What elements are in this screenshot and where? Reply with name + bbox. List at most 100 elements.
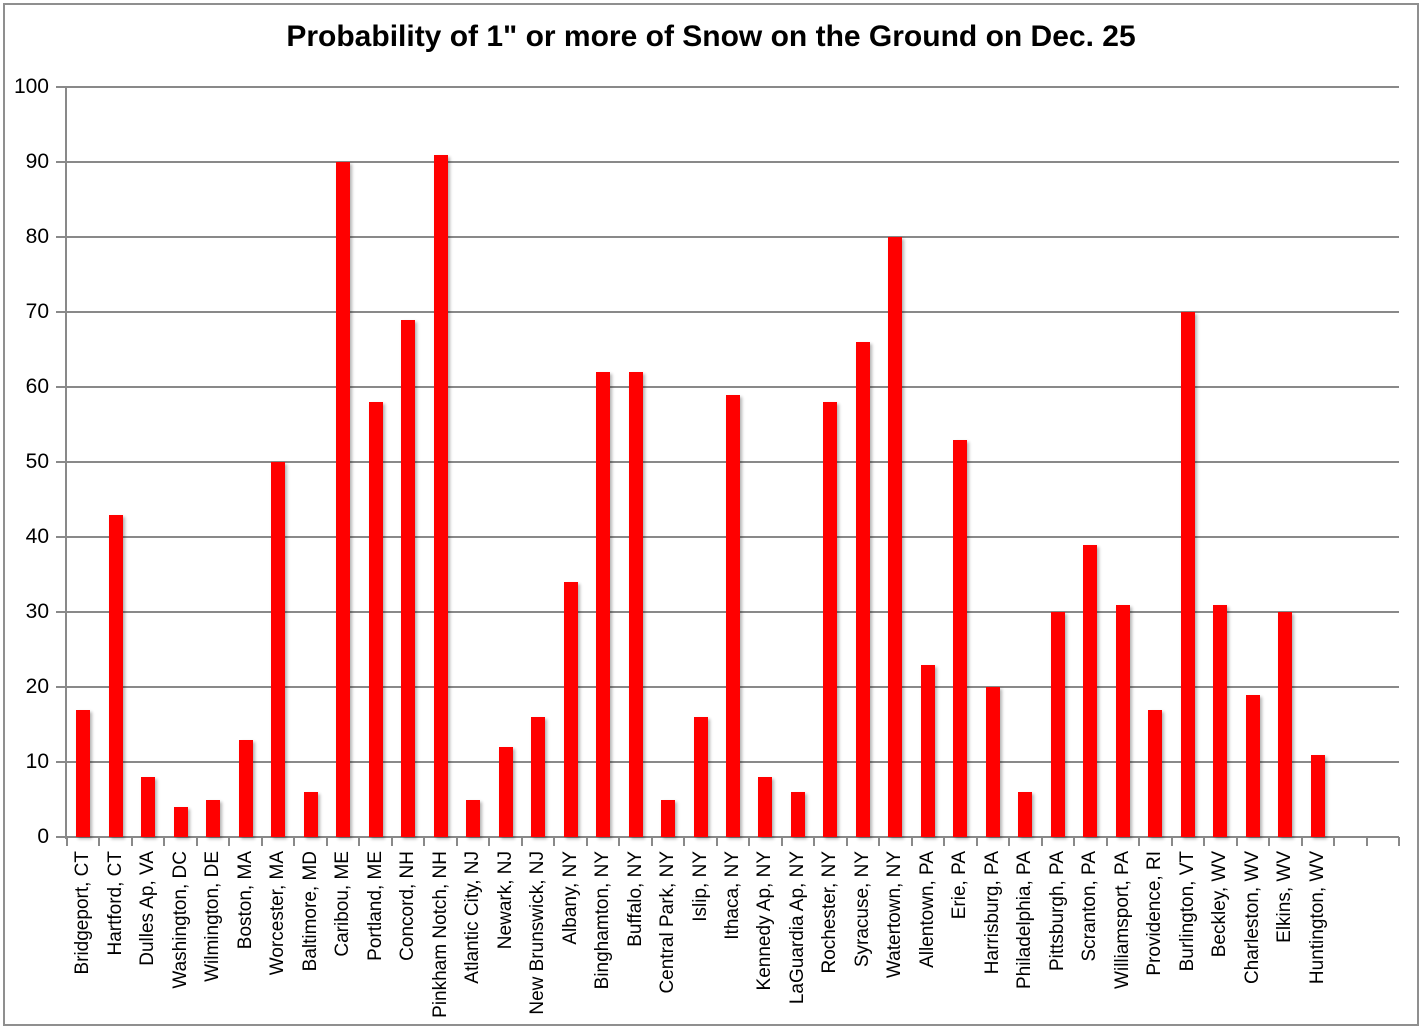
x-axis-tick xyxy=(260,837,263,846)
bar xyxy=(1148,709,1163,837)
x-axis-category-label: Providence, RI xyxy=(1144,851,1166,976)
x-axis-tick xyxy=(66,837,68,846)
bar xyxy=(466,799,481,837)
x-axis-tick xyxy=(683,837,686,846)
bar xyxy=(888,237,903,837)
bar xyxy=(823,402,838,837)
x-axis-category-label: Syracuse, NY xyxy=(851,851,873,968)
x-axis-category-label: Burlington, VT xyxy=(1176,851,1198,972)
bar xyxy=(1018,792,1033,837)
y-axis-tick xyxy=(56,161,67,163)
bar xyxy=(108,514,123,837)
y-axis-tick-label: 30 xyxy=(25,600,49,623)
x-axis-tick xyxy=(390,837,393,846)
y-axis-tick xyxy=(56,311,67,313)
x-axis-tick xyxy=(845,837,848,846)
y-axis-tick xyxy=(56,236,67,238)
x-axis-tick xyxy=(1138,837,1141,846)
bar xyxy=(531,717,546,837)
x-axis-tick xyxy=(1268,837,1271,846)
bar xyxy=(1245,694,1260,837)
y-gridline xyxy=(67,386,1399,388)
x-axis-tick xyxy=(910,837,913,846)
x-axis-category-label: Charleston, WV xyxy=(1241,851,1263,985)
y-axis-tick-label: 10 xyxy=(25,750,49,773)
bar xyxy=(596,372,611,837)
x-axis-category-label: New Brunswick, NJ xyxy=(527,851,549,1015)
bar xyxy=(920,664,935,837)
x-axis-tick xyxy=(423,837,426,846)
x-axis-tick xyxy=(488,837,491,846)
x-axis-category-label: Rochester, NY xyxy=(819,851,841,974)
x-axis-category-label: Harrisburg, PA xyxy=(981,851,1003,975)
x-axis-category-label: Huntington, WV xyxy=(1306,851,1328,985)
x-axis-tick xyxy=(1105,837,1108,846)
x-axis-tick xyxy=(878,837,881,846)
x-axis-tick xyxy=(780,837,783,846)
bar xyxy=(985,687,1000,837)
y-axis-tick xyxy=(56,611,67,613)
x-axis-tick xyxy=(1008,837,1011,846)
x-axis-tick xyxy=(1235,837,1238,846)
y-axis-tick-label: 60 xyxy=(25,375,49,398)
x-axis-tick xyxy=(130,837,133,846)
x-axis-category-label: Hartford, CT xyxy=(104,851,126,956)
x-axis-tick xyxy=(618,837,621,846)
x-axis-category-label: Pinkham Notch, NH xyxy=(429,851,451,1018)
x-axis-category-label: Wilmington, DE xyxy=(202,851,224,982)
x-axis-category-label: Caribou, ME xyxy=(332,851,354,957)
x-axis-tick xyxy=(585,837,588,846)
bar xyxy=(238,739,253,837)
bar xyxy=(206,799,221,837)
y-gridline xyxy=(67,236,1399,238)
x-axis-tick xyxy=(1203,837,1206,846)
x-axis-category-label: Buffalo, NY xyxy=(624,851,646,947)
x-axis-category-label: Portland, ME xyxy=(364,851,386,961)
bar xyxy=(498,747,513,837)
bar xyxy=(1050,612,1065,837)
bar xyxy=(173,807,188,837)
x-axis-category-label: Kennedy Ap, NY xyxy=(754,851,776,991)
bar xyxy=(855,342,870,837)
x-axis-category-label: Bridgeport, CT xyxy=(72,851,94,975)
x-axis-tick xyxy=(1333,837,1336,846)
x-axis-tick xyxy=(358,837,361,846)
x-axis-category-label: Washington, DC xyxy=(169,851,191,989)
bar xyxy=(628,372,643,837)
x-axis-tick xyxy=(163,837,166,846)
x-axis-category-label: Elkins, WV xyxy=(1274,851,1296,943)
y-axis-tick-label: 90 xyxy=(25,150,49,173)
x-axis-category-label: Williamsport, PA xyxy=(1111,851,1133,989)
x-axis-category-label: Central Park, NY xyxy=(657,851,679,994)
x-axis-tick xyxy=(748,837,751,846)
x-axis-category-label: Ithaca, NY xyxy=(722,851,743,940)
y-gridline xyxy=(67,86,1399,88)
y-axis-tick xyxy=(56,386,67,388)
y-gridline xyxy=(67,161,1399,163)
x-axis-tick xyxy=(1398,837,1400,846)
y-axis-tick xyxy=(56,761,67,763)
bar xyxy=(661,799,676,837)
bar xyxy=(1213,604,1228,837)
x-axis-category-label: Beckley, WV xyxy=(1209,851,1231,958)
y-axis-tick-label: 40 xyxy=(25,525,49,548)
y-axis-line xyxy=(65,87,67,839)
y-axis-tick-label: 20 xyxy=(25,675,49,698)
y-axis-tick-label: 50 xyxy=(25,450,49,473)
bar xyxy=(271,462,286,837)
x-axis-category-label: Watertown, NY xyxy=(884,851,906,979)
bar xyxy=(1310,754,1325,837)
y-axis-tick-label: 0 xyxy=(37,825,49,848)
x-axis-tick xyxy=(975,837,978,846)
bar xyxy=(726,394,740,837)
y-axis-tick xyxy=(56,536,67,538)
x-axis-category-label: Philadelphia, PA xyxy=(1014,851,1036,990)
x-axis-tick xyxy=(293,837,296,846)
x-axis-tick xyxy=(228,837,231,846)
x-axis-category-label: LaGuardia Ap, NY xyxy=(786,851,808,1005)
x-axis-category-label: Allentown, PA xyxy=(916,851,938,968)
bar xyxy=(1278,612,1293,837)
x-axis-tick xyxy=(455,837,458,846)
x-axis-category-label: Dulles Ap, VA xyxy=(137,851,159,966)
